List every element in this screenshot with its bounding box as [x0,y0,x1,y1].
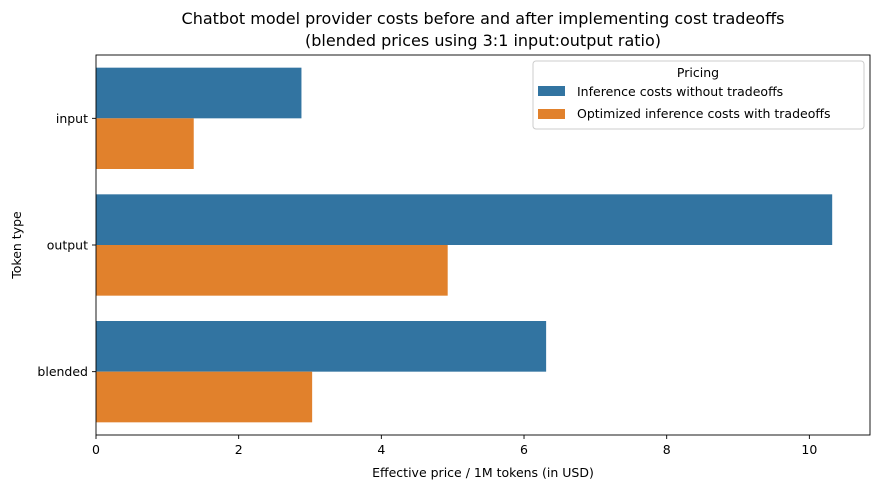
chart-title-line-1: Chatbot model provider costs before and … [182,9,785,28]
y-axis-label: Token type [9,211,24,280]
legend: Pricing Inference costs without tradeoff… [532,60,865,130]
legend-label-optimized: Optimized inference costs with tradeoffs [577,106,830,121]
legend-box [532,60,865,130]
legend-label-inference: Inference costs without tradeoffs [577,84,783,99]
y-axis-ticks: input output blended [37,111,96,379]
chart-title-line-2: (blended prices using 3:1 input:output r… [305,31,661,50]
y-tick-label-input: input [56,111,88,126]
x-tick-label: 10 [801,442,817,457]
bar-optimized-input [96,118,194,169]
bar-inference-input [96,67,302,119]
bars-layer [96,67,833,423]
bar-optimized-output [96,245,448,296]
y-tick-label-blended: blended [37,364,88,379]
x-tick-label: 8 [663,442,671,457]
x-axis-label: Effective price / 1M tokens (in USD) [372,465,594,480]
bar-inference-blended [96,321,547,372]
bar-optimized-blended [96,371,313,423]
y-tick-label-output: output [47,238,88,253]
x-axis-ticks: 0 2 4 6 8 10 [92,435,817,457]
bar-inference-output [96,194,833,245]
x-tick-label: 0 [92,442,100,457]
x-tick-label: 6 [520,442,528,457]
x-tick-label: 2 [235,442,243,457]
x-tick-label: 4 [377,442,385,457]
legend-title: Pricing [677,65,719,80]
legend-swatch-inference [538,86,565,96]
legend-swatch-optimized [538,109,565,119]
